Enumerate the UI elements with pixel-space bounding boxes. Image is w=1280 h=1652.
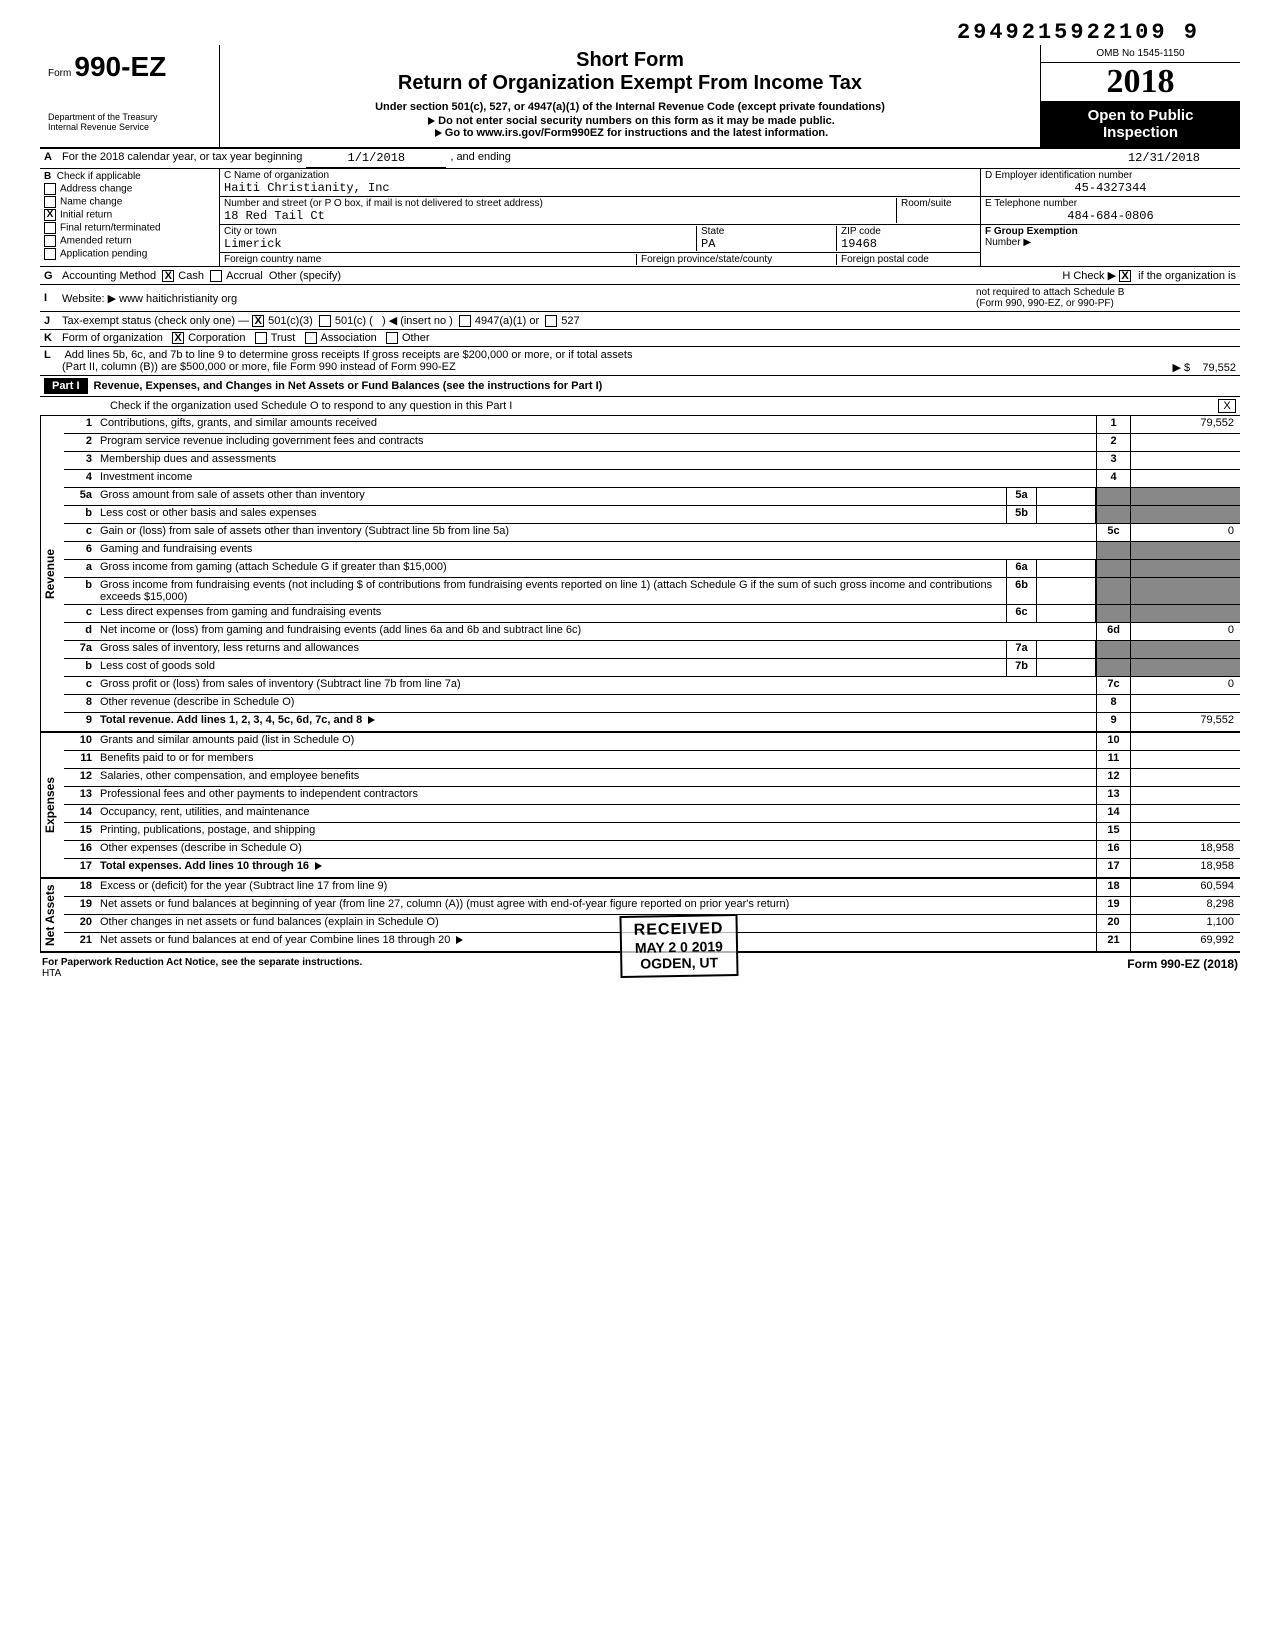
check-label: Address change xyxy=(60,184,132,195)
line-12: 12Salaries, other compensation, and empl… xyxy=(64,769,1240,787)
row-i: I Website: ▶ www haitichristianity org n… xyxy=(40,285,1240,312)
phone: 484-684-0806 xyxy=(985,209,1236,223)
527-checkbox[interactable] xyxy=(545,315,557,327)
line-17: 17Total expenses. Add lines 10 through 1… xyxy=(64,859,1240,877)
period-end: 12/31/2018 xyxy=(515,149,1240,168)
row-k: K Form of organization XCorporation Trus… xyxy=(40,330,1240,347)
line-2: 2Program service revenue including gover… xyxy=(64,434,1240,452)
schedule-b-checkbox[interactable]: X xyxy=(1119,270,1131,282)
form-label: Form xyxy=(48,68,71,79)
schedule-o-checkbox[interactable]: X xyxy=(1218,399,1236,413)
period-begin: 1/1/2018 xyxy=(306,149,446,168)
row-l: L Add lines 5b, 6c, and 7b to line 9 to … xyxy=(40,347,1240,376)
open-public-2: Inspection xyxy=(1045,125,1236,142)
arrow-icon xyxy=(428,117,435,125)
side-label: Net Assets xyxy=(40,879,64,951)
check-address-change[interactable] xyxy=(44,183,56,195)
entity-block: B Check if applicable Address changeName… xyxy=(40,169,1240,267)
501c3-checkbox[interactable]: X xyxy=(252,315,264,327)
line-c: cGross profit or (loss) from sales of in… xyxy=(64,677,1240,695)
line-d: dNet income or (loss) from gaming and fu… xyxy=(64,623,1240,641)
title-main: Return of Organization Exempt From Incom… xyxy=(228,72,1032,95)
accrual-checkbox[interactable] xyxy=(210,270,222,282)
city: Limerick xyxy=(224,237,282,251)
line-15: 15Printing, publications, postage, and s… xyxy=(64,823,1240,841)
part1-check: Check if the organization used Schedule … xyxy=(40,397,1240,416)
form-number: 990-EZ xyxy=(74,51,166,82)
org-name: Haiti Christianity, Inc xyxy=(224,181,390,195)
501c-checkbox[interactable] xyxy=(319,315,331,327)
line-5a: 5aGross amount from sale of assets other… xyxy=(64,488,1240,506)
assoc-checkbox[interactable] xyxy=(305,332,317,344)
side-label: Revenue xyxy=(40,416,64,731)
row-j: J Tax-exempt status (check only one) — X… xyxy=(40,312,1240,330)
line-18: 18Excess or (deficit) for the year (Subt… xyxy=(64,879,1240,897)
line-b: bLess cost or other basis and sales expe… xyxy=(64,506,1240,524)
ein: 45-4327344 xyxy=(985,181,1236,195)
state: PA xyxy=(701,237,715,251)
cash-checkbox[interactable]: X xyxy=(162,270,174,282)
line-9: 9Total revenue. Add lines 1, 2, 3, 4, 5c… xyxy=(64,713,1240,731)
line-10: 10Grants and similar amounts paid (list … xyxy=(64,733,1240,751)
section-expenses: Expenses10Grants and similar amounts pai… xyxy=(40,733,1240,879)
tax-year: 2018 xyxy=(1041,63,1240,102)
gross-receipts: 79,552 xyxy=(1202,362,1236,374)
line-c: cGain or (loss) from sale of assets othe… xyxy=(64,524,1240,542)
check-name-change[interactable] xyxy=(44,196,56,208)
side-label: Expenses xyxy=(40,733,64,877)
received-stamp: RECEIVED MAY 2 0 2019 OGDEN, UT xyxy=(619,914,738,978)
line-8: 8Other revenue (describe in Schedule O)8 xyxy=(64,695,1240,713)
open-public-1: Open to Public xyxy=(1045,108,1236,125)
subtitle-url: Go to www.irs.gov/Form990EZ for instruct… xyxy=(445,127,828,139)
line-b: bLess cost of goods sold7b xyxy=(64,659,1240,677)
line-a: aGross income from gaming (attach Schedu… xyxy=(64,560,1240,578)
check-label: Final return/terminated xyxy=(60,223,161,234)
check-label: Application pending xyxy=(60,249,147,260)
corp-checkbox[interactable]: X xyxy=(172,332,184,344)
check-final-return-terminated[interactable] xyxy=(44,222,56,234)
line-a: A For the 2018 calendar year, or tax yea… xyxy=(40,149,1240,169)
form-header: Form 990-EZ Department of the Treasury I… xyxy=(40,45,1240,149)
title-short: Short Form xyxy=(228,49,1032,72)
arrow-icon xyxy=(435,129,442,137)
omb-number: OMB No 1545-1150 xyxy=(1041,45,1240,63)
check-application-pending[interactable] xyxy=(44,248,56,260)
check-amended-return[interactable] xyxy=(44,235,56,247)
line-11: 11Benefits paid to or for members11 xyxy=(64,751,1240,769)
line-c: cLess direct expenses from gaming and fu… xyxy=(64,605,1240,623)
line-b: bGross income from fundraising events (n… xyxy=(64,578,1240,605)
street: 18 Red Tail Ct xyxy=(224,209,325,223)
line-16: 16Other expenses (describe in Schedule O… xyxy=(64,841,1240,859)
line-1: 1Contributions, gifts, grants, and simil… xyxy=(64,416,1240,434)
check-label: Name change xyxy=(60,197,122,208)
tracking-number: 2949215922109 9 xyxy=(40,20,1240,45)
line-13: 13Professional fees and other payments t… xyxy=(64,787,1240,805)
4947-checkbox[interactable] xyxy=(459,315,471,327)
line-14: 14Occupancy, rent, utilities, and mainte… xyxy=(64,805,1240,823)
line-6: 6Gaming and fundraising events xyxy=(64,542,1240,560)
part1-header: Part I Revenue, Expenses, and Changes in… xyxy=(40,376,1240,397)
line-3: 3Membership dues and assessments3 xyxy=(64,452,1240,470)
zip: 19468 xyxy=(841,237,877,251)
dept-irs: Internal Revenue Service xyxy=(48,123,211,133)
other-checkbox[interactable] xyxy=(386,332,398,344)
check-label: Amended return xyxy=(60,236,132,247)
line-19: 19Net assets or fund balances at beginni… xyxy=(64,897,1240,915)
line-4: 4Investment income4 xyxy=(64,470,1240,488)
trust-checkbox[interactable] xyxy=(255,332,267,344)
check-label: Initial return xyxy=(60,210,112,221)
section-revenue: Revenue1Contributions, gifts, grants, an… xyxy=(40,416,1240,733)
subtitle-code: Under section 501(c), 527, or 4947(a)(1)… xyxy=(228,101,1032,113)
row-g: G Accounting Method XCash Accrual Other … xyxy=(40,267,1240,285)
line-7a: 7aGross sales of inventory, less returns… xyxy=(64,641,1240,659)
check-initial-return[interactable]: X xyxy=(44,209,56,221)
subtitle-ssn: Do not enter social security numbers on … xyxy=(438,115,835,127)
